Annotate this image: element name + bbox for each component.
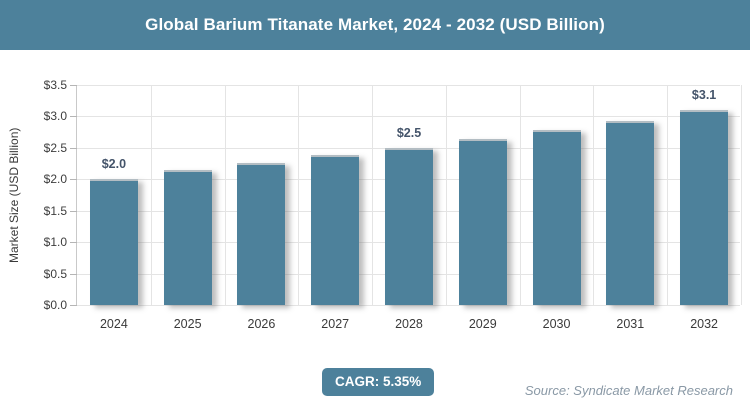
bar-2031 [606,120,655,305]
bar-2026 [237,162,286,305]
vertical-gridline [519,85,521,305]
y-axis-tick [70,210,77,212]
vertical-gridline [593,85,595,305]
bar-2025 [163,169,212,305]
bar-2030 [532,130,581,305]
y-axis-tick-label: $0.5 [43,266,67,281]
vertical-gridline [445,85,447,305]
bar-2029 [458,139,507,305]
bar-2027 [311,155,360,305]
x-axis-tick-label: 2026 [247,317,276,331]
y-axis-tick-label: $1.5 [43,203,67,218]
x-axis-tick-label: 2031 [616,317,645,331]
x-axis-tick-label: 2025 [173,317,202,331]
bar-2024 [89,179,138,305]
x-axis-tick-label: 2032 [690,317,718,331]
bar-2028 [385,147,433,305]
bar-2032 [680,110,729,305]
chart-title-bar: Global Barium Titanate Market, 2024 - 20… [0,0,750,50]
y-axis-tick [70,147,77,149]
vertical-gridline [150,85,152,305]
x-axis-tick-label: 2029 [468,317,497,331]
vertical-gridline [298,85,300,305]
y-axis-tick-label: $3.0 [43,109,67,124]
y-axis-tick-label: $1.0 [43,235,67,250]
y-axis-tick [70,116,77,118]
x-axis-tick-label: 2027 [321,317,350,331]
y-axis-tick-label: $2.5 [43,140,67,155]
source-attribution: Source: Syndicate Market Research [524,383,733,398]
y-axis-tick-label: $0.0 [43,298,67,312]
vertical-gridline [741,85,742,305]
y-axis-tick [70,242,77,244]
bar-value-label: $2.0 [101,157,127,172]
y-axis-tick [70,273,77,275]
x-axis-tick-label: 2024 [99,317,128,331]
y-axis-tick-label: $3.5 [43,78,67,92]
vertical-gridline [224,85,226,305]
x-axis-tick-label: 2030 [542,317,571,331]
x-axis-tick-label: 2028 [395,317,423,331]
y-axis-tick [70,179,77,181]
horizontal-gridline [77,85,740,86]
vertical-gridline [667,85,669,305]
y-axis-title: Market Size (USD Billion) [7,127,21,263]
bar-value-label: $2.5 [396,125,422,140]
vertical-gridline [372,85,374,305]
cagr-badge: CAGR: 5.35% [322,368,435,396]
bar-value-label: $3.1 [691,88,717,103]
y-axis-tick [70,85,77,86]
chart-title: Global Barium Titanate Market, 2024 - 20… [145,15,605,34]
y-axis-tick-label: $2.0 [43,172,67,187]
horizontal-gridline [77,116,740,118]
horizontal-gridline [77,305,740,306]
y-axis-tick [70,305,77,306]
plot-area: $0.0 $0.5 $1.0 $1.5 $2.0 $2.5 $3.0 $3.5 $2.0 2024… [44,78,742,331]
